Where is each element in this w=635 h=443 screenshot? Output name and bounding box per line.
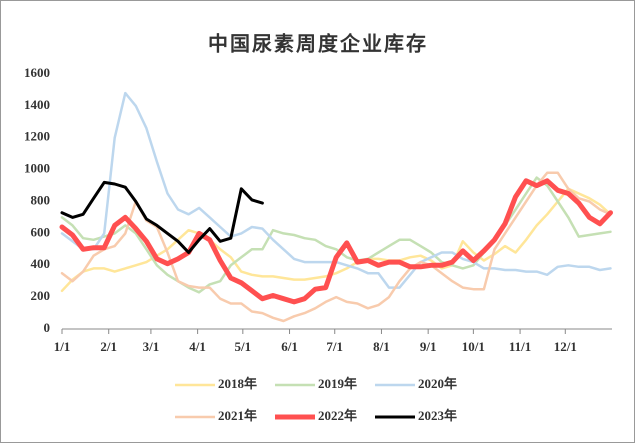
legend-label: 2023年 (418, 408, 457, 423)
x-tick-label: 6/1 (281, 339, 298, 354)
legend-label: 2022年 (318, 408, 357, 423)
x-tick-label: 4/1 (189, 339, 206, 354)
x-tick-label: 7/1 (326, 339, 343, 354)
legend-label: 2021年 (218, 408, 257, 423)
series-line (59, 178, 613, 305)
legend-label: 2018年 (218, 376, 257, 391)
x-tick-label: 9/1 (420, 339, 437, 354)
y-tick-label: 1000 (24, 161, 50, 176)
legend-label: 2019年 (318, 376, 357, 391)
chart-title: 中国尿素周度企业库存 (208, 32, 428, 56)
y-tick-label: 200 (31, 288, 51, 303)
y-tick-label: 1400 (24, 97, 50, 112)
y-tick-label: 1200 (24, 129, 50, 144)
x-tick-label: 10/1 (462, 339, 485, 354)
x-tick-label: 8/1 (373, 339, 390, 354)
x-tick-label: 12/1 (554, 339, 577, 354)
series-line (60, 176, 612, 294)
x-tick-label: 2/1 (100, 339, 117, 354)
x-tick-label: 3/1 (143, 339, 160, 354)
series-line (60, 180, 264, 254)
x-tick-label: 11/1 (509, 339, 531, 354)
x-tick-label: 1/1 (54, 339, 71, 354)
y-tick-label: 400 (31, 256, 51, 271)
legend-label: 2020年 (418, 376, 457, 391)
x-tick-label: 5/1 (235, 339, 252, 354)
y-tick-label: 800 (31, 192, 51, 207)
y-tick-label: 0 (44, 320, 51, 335)
y-tick-label: 600 (31, 224, 51, 239)
y-tick-label: 1600 (24, 65, 50, 80)
